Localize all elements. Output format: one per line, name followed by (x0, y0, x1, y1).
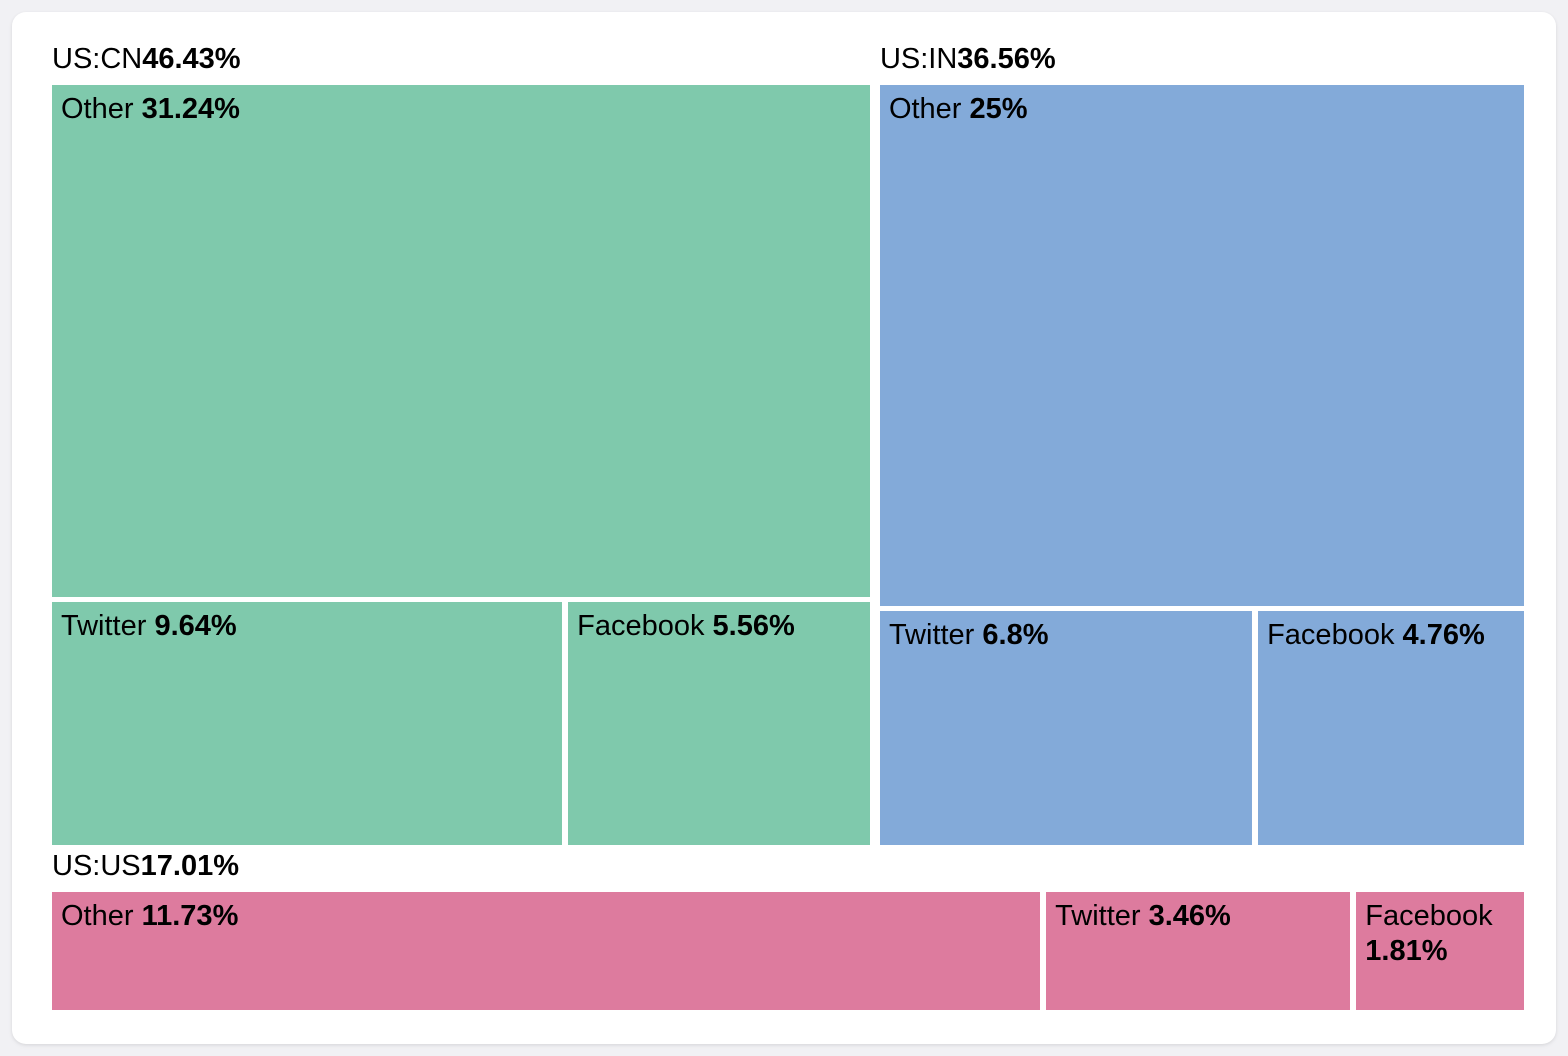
cell-percentage: 5.56% (712, 610, 795, 643)
treemap-cell-us-cn-other[interactable]: Other 31.24% (52, 85, 870, 598)
cell-name: Other (61, 93, 134, 125)
treemap-top-row: US:CN 46.43% Other 31.24% Twitter 9.64% Fac… (52, 40, 1524, 845)
group-label: US:CN 46.43% (52, 40, 870, 85)
group-name: US:CN (52, 43, 143, 76)
cell-name: Facebook (1365, 900, 1493, 932)
treemap-cell-us-in-twitter[interactable]: Twitter 6.8% (879, 610, 1253, 845)
cell-percentage: 1.81% (1365, 934, 1448, 967)
treemap-group-us-us: US:US 17.01% Other 11.73% Twitter 3.46% Fac… (52, 845, 1524, 1010)
treemap-bottom-row: US:US 17.01% Other 11.73% Twitter 3.46% Fac… (52, 845, 1524, 1010)
group-percentage: 36.56% (957, 43, 1056, 76)
treemap-cell-us-us-twitter[interactable]: Twitter 3.46% (1046, 892, 1351, 1010)
group-percentage: 46.43% (142, 43, 241, 76)
cell-percentage: 6.8% (982, 618, 1049, 651)
group-label: US:US 17.01% (52, 845, 1524, 892)
cell-percentage: 31.24% (141, 93, 240, 125)
cell-name: Other (888, 93, 962, 125)
cell-name: Facebook (1267, 618, 1395, 651)
group-cells-bottom-row: Twitter 9.64% Facebook 5.56% (52, 602, 870, 845)
cell-percentage: 4.76% (1402, 618, 1485, 651)
group-name: US:IN (879, 43, 958, 76)
cell-name: Other (61, 900, 134, 932)
treemap-group-us-cn: US:CN 46.43% Other 31.24% Twitter 9.64% Fac… (52, 40, 870, 845)
treemap-cell-us-us-other[interactable]: Other 11.73% (52, 892, 1041, 1010)
cell-name: Twitter (888, 618, 975, 651)
treemap-card: US:CN 46.43% Other 31.24% Twitter 9.64% Fac… (12, 12, 1556, 1044)
cell-percentage: 25% (969, 93, 1028, 125)
cell-name: Facebook (577, 610, 705, 643)
group-cells: Other 31.24% Twitter 9.64% Facebook 5.56% (52, 85, 870, 845)
treemap-group-us-in: US:IN 36.56% Other 25% Twitter 6.8% Faceboo… (879, 40, 1524, 845)
group-name: US:US (52, 850, 141, 883)
group-percentage: 17.01% (140, 850, 239, 883)
treemap-cell-us-in-other[interactable]: Other 25% (879, 85, 1524, 606)
group-cells: Other 25% Twitter 6.8% Facebook 4.76% (879, 85, 1524, 845)
cell-percentage: 9.64% (154, 610, 237, 643)
treemap-cell-us-cn-twitter[interactable]: Twitter 9.64% (52, 602, 563, 845)
treemap-cell-us-us-facebook[interactable]: Facebook 1.81% (1356, 892, 1524, 1010)
treemap-chart: US:CN 46.43% Other 31.24% Twitter 9.64% Fac… (52, 40, 1524, 1010)
treemap-cell-us-cn-facebook[interactable]: Facebook 5.56% (568, 602, 870, 845)
group-cells: Other 11.73% Twitter 3.46% Facebook 1.81% (52, 892, 1524, 1010)
group-cells-bottom-row: Twitter 6.8% Facebook 4.76% (879, 610, 1524, 845)
cell-percentage: 11.73% (141, 900, 239, 932)
treemap-cell-us-in-facebook[interactable]: Facebook 4.76% (1258, 610, 1524, 845)
cell-percentage: 3.46% (1148, 900, 1231, 932)
cell-name: Twitter (61, 610, 147, 643)
cell-name: Twitter (1055, 900, 1141, 932)
group-label: US:IN 36.56% (880, 40, 1524, 85)
